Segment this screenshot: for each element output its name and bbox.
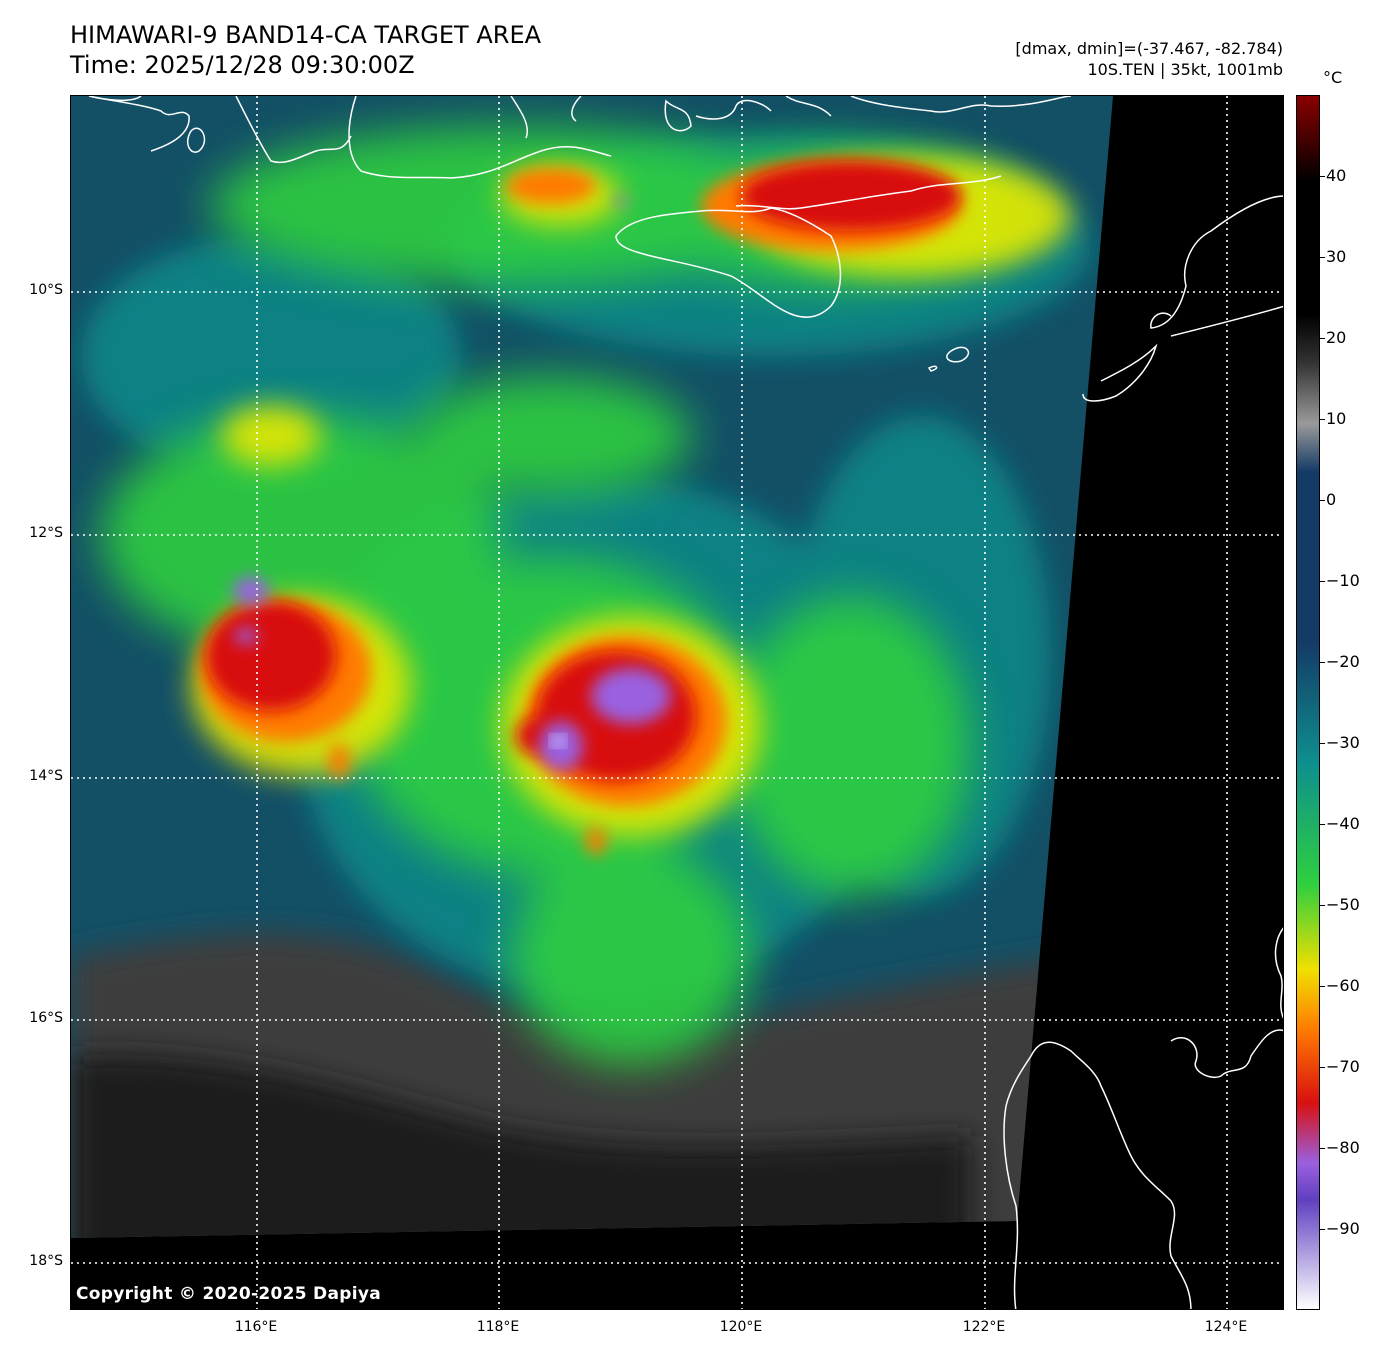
colorbar-tick-label: −40 — [1326, 814, 1360, 833]
info-line-1: [dmax, dmin]=(-37.467, -82.784) — [1015, 39, 1283, 58]
info-line-2: 10S.TEN | 35kt, 1001mb — [1087, 60, 1283, 79]
title-line-1: HIMAWARI-9 BAND14-CA TARGET AREA — [70, 21, 542, 49]
colorbar-tick-mark — [1320, 743, 1325, 744]
colorbar-tick-mark — [1320, 986, 1325, 987]
title-line-2: Time: 2025/12/28 09:30:00Z — [70, 51, 415, 79]
satellite-map — [70, 95, 1284, 1310]
colorbar-tick-mark — [1320, 1229, 1325, 1230]
colorbar-tick-label: 10 — [1326, 409, 1347, 428]
storm-info: [dmax, dmin]=(-37.467, -82.784) 10S.TEN … — [1015, 38, 1283, 80]
chart-title: HIMAWARI-9 BAND14-CA TARGET AREA Time: 2… — [70, 20, 541, 80]
graticule — [71, 96, 1283, 1309]
satellite-imagery — [71, 96, 1283, 1309]
colorbar-tick-mark — [1320, 581, 1325, 582]
lon-label-120e: 120°E — [719, 1319, 763, 1335]
copyright: Copyright © 2020-2025 Dapiya — [76, 1284, 381, 1304]
colorbar-tick-label: 20 — [1326, 328, 1347, 347]
colorbar-tick-mark — [1320, 662, 1325, 663]
lon-label-124e: 124°E — [1204, 1319, 1248, 1335]
colorbar — [1296, 95, 1320, 1310]
lat-label-14s: 14°S — [29, 768, 63, 784]
colorbar-tick-label: −50 — [1326, 895, 1360, 914]
colorbar-tick-mark — [1320, 905, 1325, 906]
colorbar-tick-label: −20 — [1326, 652, 1360, 671]
lon-label-118e: 118°E — [476, 1319, 520, 1335]
colorbar-tick-label: −30 — [1326, 733, 1360, 752]
colorbar-tick-mark — [1320, 338, 1325, 339]
colorbar-tick-label: −90 — [1326, 1219, 1360, 1238]
colorbar-tick-mark — [1320, 419, 1325, 420]
colorbar-tick-mark — [1320, 257, 1325, 258]
lat-label-16s: 16°S — [29, 1010, 63, 1026]
colorbar-tick-label: 0 — [1326, 490, 1337, 509]
colorbar-tick-label: −10 — [1326, 571, 1360, 590]
colorbar-tick-mark — [1320, 824, 1325, 825]
colorbar-tick-label: −70 — [1326, 1057, 1360, 1076]
lat-label-18s: 18°S — [29, 1253, 63, 1269]
colorbar-tick-label: −80 — [1326, 1138, 1360, 1157]
imagery-swath — [71, 96, 1113, 1238]
lat-label-10s: 10°S — [29, 282, 63, 298]
lat-label-12s: 12°S — [29, 525, 63, 541]
colorbar-tick-label: 40 — [1326, 166, 1347, 185]
lon-label-116e: 116°E — [234, 1319, 278, 1335]
colorbar-tick-label: −60 — [1326, 976, 1360, 995]
colorbar-tick-label: 30 — [1326, 247, 1347, 266]
lon-label-122e: 122°E — [962, 1319, 1006, 1335]
colorbar-tick-mark — [1320, 176, 1325, 177]
coastlines — [88, 96, 1283, 1309]
colorbar-tick-mark — [1320, 1148, 1325, 1149]
colorbar-unit: °C — [1323, 68, 1343, 87]
colorbar-tick-mark — [1320, 1067, 1325, 1068]
colorbar-tick-mark — [1320, 500, 1325, 501]
